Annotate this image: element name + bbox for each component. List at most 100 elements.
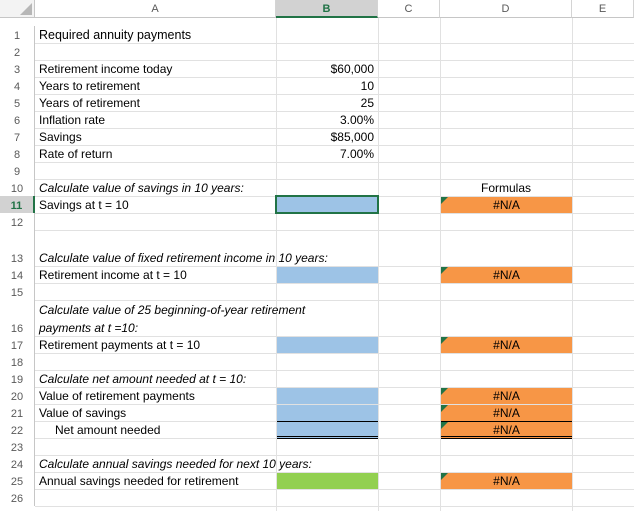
row-header-11[interactable]: 11 <box>0 196 35 213</box>
row-header-14[interactable]: 14 <box>0 266 35 283</box>
cell-a10[interactable]: Calculate value of savings in 10 years: <box>39 181 244 195</box>
cell-a11[interactable]: Savings at t = 10 <box>39 198 129 212</box>
gridline <box>35 283 634 284</box>
gridline <box>440 18 441 511</box>
cell-a14[interactable]: Retirement income at t = 10 <box>39 268 187 282</box>
error-indicator-icon <box>441 422 448 429</box>
row-header-9[interactable]: 9 <box>0 162 35 179</box>
cell-a21[interactable]: Value of savings <box>39 406 127 420</box>
row-header-20[interactable]: 20 <box>0 387 35 404</box>
row-header-4[interactable]: 4 <box>0 77 35 94</box>
cell-b25[interactable] <box>277 473 378 489</box>
cell-d11-value: #N/A <box>493 198 520 212</box>
error-indicator-icon <box>441 197 448 204</box>
row-header-2[interactable]: 2 <box>0 43 35 60</box>
row-header-3[interactable]: 3 <box>0 60 35 77</box>
gridline <box>35 387 634 388</box>
cell-d14-value: #N/A <box>493 268 520 282</box>
row-header-16[interactable]: 16 <box>0 300 35 336</box>
row-header-7[interactable]: 7 <box>0 128 35 145</box>
cell-d22-value: #N/A <box>493 423 520 437</box>
error-indicator-icon <box>441 388 448 395</box>
cell-d10[interactable]: Formulas <box>480 181 531 195</box>
cell-a5[interactable]: Years of retirement <box>39 96 140 110</box>
row-header-17[interactable]: 17 <box>0 336 35 353</box>
cell-b14[interactable] <box>277 267 378 283</box>
cell-b4[interactable]: 10 <box>360 79 374 93</box>
row-header-22[interactable]: 22 <box>0 421 35 438</box>
cell-a6[interactable]: Inflation rate <box>39 113 106 127</box>
gridline <box>378 18 379 511</box>
cell-b17[interactable] <box>277 337 378 353</box>
cell-a16-line2[interactable]: payments at t =10: <box>39 321 139 335</box>
row-header-10[interactable]: 10 <box>0 179 35 196</box>
error-indicator-icon <box>441 405 448 412</box>
gridline <box>35 111 634 112</box>
column-header-c[interactable]: C <box>378 0 440 18</box>
gridline <box>35 77 634 78</box>
row-header-6[interactable]: 6 <box>0 111 35 128</box>
cell-d22[interactable]: #N/A <box>441 422 572 438</box>
cell-a8[interactable]: Rate of return <box>39 147 113 161</box>
row-header-8[interactable]: 8 <box>0 145 35 162</box>
cell-a13[interactable]: Calculate value of fixed retirement inco… <box>39 251 328 265</box>
gridline <box>35 353 634 354</box>
cell-a24[interactable]: Calculate annual savings needed for next… <box>39 457 312 471</box>
cell-b20[interactable] <box>277 388 378 404</box>
column-header-e[interactable]: E <box>572 0 634 18</box>
column-header-d[interactable]: D <box>440 0 572 18</box>
select-all-triangle-icon <box>20 3 32 15</box>
column-header-a[interactable]: A <box>35 0 276 18</box>
row-header-21[interactable]: 21 <box>0 404 35 421</box>
cell-a1[interactable]: Required annuity payments <box>39 28 192 42</box>
cell-b3[interactable]: $60,000 <box>330 62 374 76</box>
row-header-12[interactable]: 12 <box>0 213 35 230</box>
active-cell-selection[interactable] <box>275 195 379 214</box>
cell-a16-line1[interactable]: Calculate value of 25 beginning-of-year … <box>39 303 306 317</box>
cell-b8[interactable]: 7.00% <box>339 147 374 161</box>
cell-d21-value: #N/A <box>493 406 520 420</box>
cell-a25[interactable]: Annual savings needed for retirement <box>39 474 239 488</box>
row-header-5[interactable]: 5 <box>0 94 35 111</box>
row-header-18[interactable]: 18 <box>0 353 35 370</box>
cell-a17[interactable]: Retirement payments at t = 10 <box>39 338 201 352</box>
gridline <box>35 43 634 44</box>
cell-a22[interactable]: Net amount needed <box>55 423 161 437</box>
cell-b7[interactable]: $85,000 <box>330 130 374 144</box>
row-header-24[interactable]: 24 <box>0 455 35 472</box>
double-underline-border <box>441 436 572 439</box>
gridline <box>276 18 277 511</box>
cell-d25[interactable]: #N/A <box>441 473 572 489</box>
cell-b21[interactable] <box>277 405 378 421</box>
cell-a19[interactable]: Calculate net amount needed at t = 10: <box>39 372 247 386</box>
error-indicator-icon <box>441 337 448 344</box>
cell-a20[interactable]: Value of retirement payments <box>39 389 195 403</box>
cell-a3[interactable]: Retirement income today <box>39 62 173 76</box>
row-header-15[interactable]: 15 <box>0 283 35 300</box>
cell-b22[interactable] <box>277 422 378 438</box>
gridline <box>35 506 634 507</box>
cell-b5[interactable]: 25 <box>360 96 374 110</box>
row-header-25[interactable]: 25 <box>0 472 35 489</box>
cell-d11[interactable]: #N/A <box>441 197 572 213</box>
gridline <box>35 336 634 337</box>
cell-d14[interactable]: #N/A <box>441 267 572 283</box>
double-underline-border <box>277 436 378 439</box>
row-header-23[interactable]: 23 <box>0 438 35 455</box>
column-header-b[interactable]: B <box>276 0 378 18</box>
row-header-26[interactable]: 26 <box>0 489 35 506</box>
cell-b6[interactable]: 3.00% <box>339 113 374 127</box>
select-all-button[interactable] <box>0 0 35 18</box>
error-indicator-icon <box>441 473 448 480</box>
cell-d17-value: #N/A <box>493 338 520 352</box>
cell-a7[interactable]: Savings <box>39 130 82 144</box>
cell-b11[interactable] <box>277 197 378 213</box>
cell-d20[interactable]: #N/A <box>441 388 572 404</box>
cell-a4[interactable]: Years to retirement <box>39 79 140 93</box>
cell-d17[interactable]: #N/A <box>441 337 572 353</box>
cell-d21[interactable]: #N/A <box>441 405 572 421</box>
row-header-19[interactable]: 19 <box>0 370 35 387</box>
row-header-13[interactable]: 13 <box>0 230 35 266</box>
top-border <box>441 421 572 422</box>
row-header-1[interactable]: 1 <box>0 26 35 43</box>
